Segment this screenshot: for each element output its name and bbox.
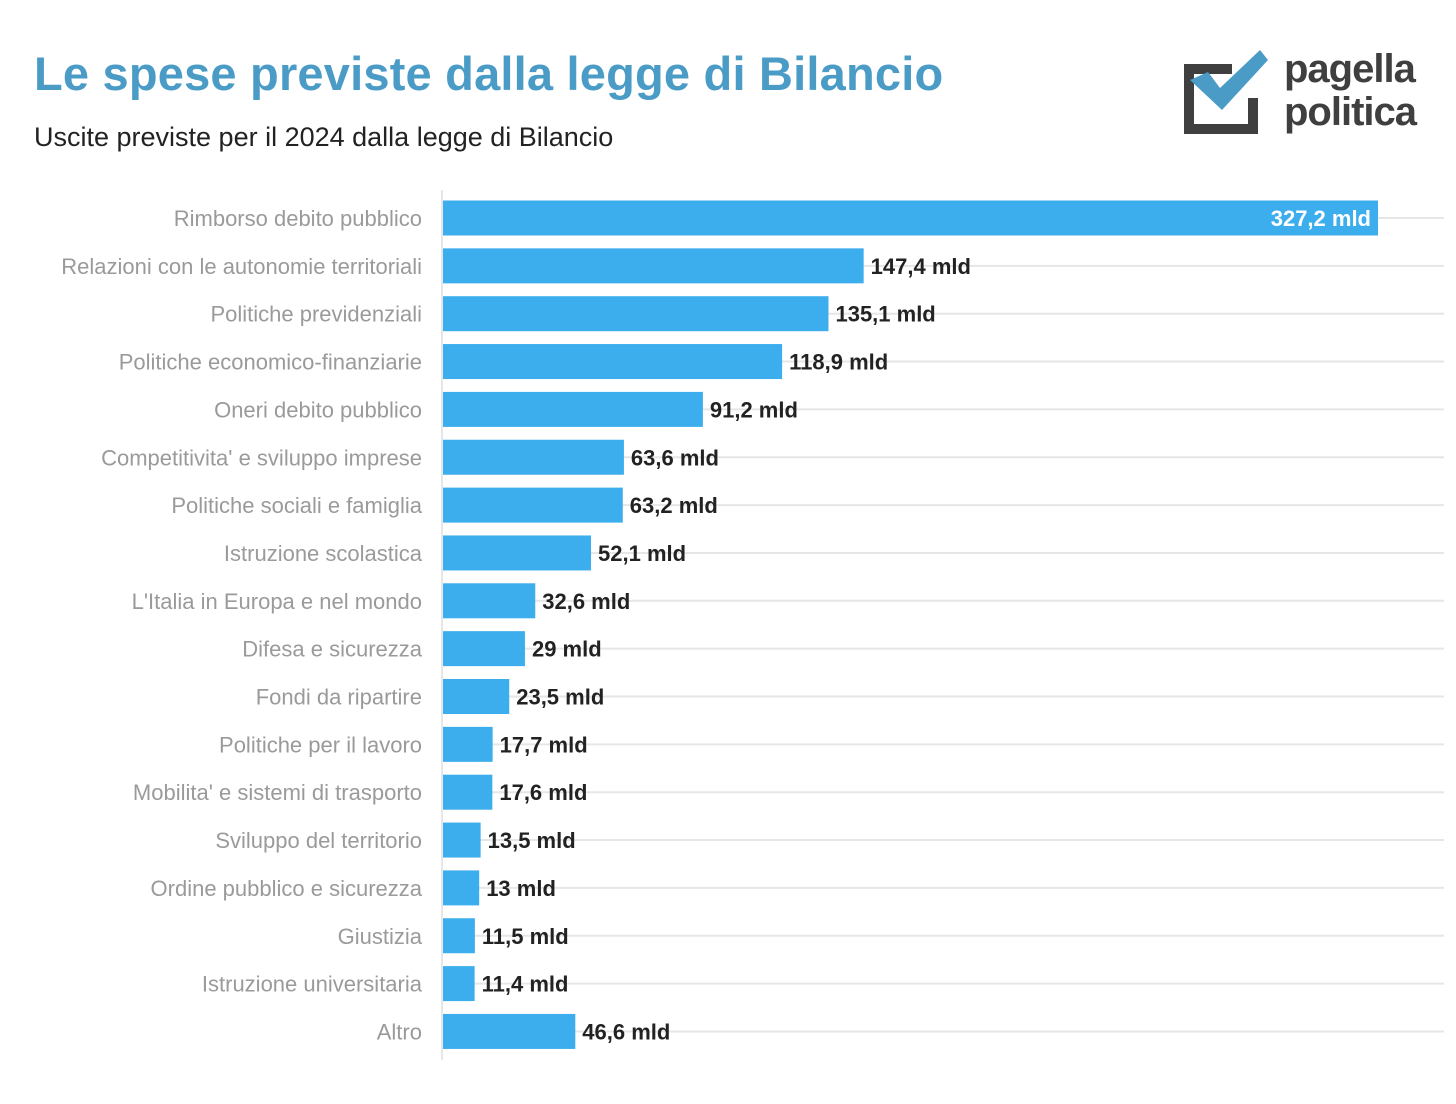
- category-label: Giustizia: [338, 924, 423, 949]
- data-label: 63,2 mld: [630, 493, 718, 518]
- checkbox-check-icon: [1184, 50, 1268, 134]
- category-label: Politiche sociali e famiglia: [171, 493, 422, 518]
- category-label: Politiche per il lavoro: [219, 732, 422, 757]
- category-label: Difesa e sicurezza: [242, 637, 423, 662]
- bar: [442, 248, 864, 284]
- bar: [442, 296, 829, 332]
- bar: [442, 487, 623, 523]
- category-label: Ordine pubblico e sicurezza: [151, 876, 423, 901]
- bar: [442, 583, 536, 619]
- bar: [442, 679, 510, 714]
- logo-line-1: pagella: [1284, 47, 1416, 91]
- data-label: 46,6 mld: [582, 1019, 670, 1044]
- bar: [442, 1013, 576, 1049]
- category-label: Istruzione universitaria: [202, 972, 423, 997]
- bar: [442, 344, 783, 380]
- data-label: 13 mld: [486, 876, 556, 901]
- bar: [442, 726, 493, 762]
- data-label: 91,2 mld: [710, 397, 798, 422]
- category-label: Fondi da ripartire: [256, 685, 422, 710]
- bar: [442, 966, 475, 1002]
- bar: [442, 870, 480, 906]
- category-label: Relazioni con le autonomie territoriali: [61, 254, 422, 279]
- data-label: 118,9 mld: [789, 350, 888, 375]
- category-label: Sviluppo del territorio: [215, 828, 422, 853]
- bar: [442, 439, 624, 475]
- bar: [442, 631, 525, 667]
- category-label: Altro: [377, 1019, 422, 1044]
- data-label: 13,5 mld: [488, 828, 576, 853]
- category-label: Istruzione scolastica: [224, 541, 423, 566]
- chart-title: Le spese previste dalla legge di Bilanci…: [34, 47, 944, 100]
- bar: [442, 822, 481, 858]
- category-label: Mobilita' e sistemi di trasporto: [133, 780, 422, 805]
- pagella-politica-logo: pagella politica: [1180, 44, 1440, 140]
- data-label: 23,5 mld: [516, 685, 604, 710]
- bar: [442, 918, 475, 954]
- data-label: 135,1 mld: [835, 302, 935, 327]
- bar: [442, 774, 493, 810]
- data-label: 52,1 mld: [598, 541, 686, 566]
- category-label: Rimborso debito pubblico: [174, 206, 422, 231]
- data-label: 29 mld: [532, 637, 602, 662]
- category-label: L'Italia in Europa e nel mondo: [132, 589, 422, 614]
- bar: [442, 391, 703, 427]
- logo-line-2: politica: [1284, 90, 1417, 134]
- chart-subtitle: Uscite previste per il 2024 dalla legge …: [34, 122, 614, 152]
- bar: [442, 200, 1378, 236]
- data-label: 11,5 mld: [482, 924, 569, 949]
- bar: [442, 535, 592, 571]
- bar-chart: Rimborso debito pubblico 327,2 mld Relazio…: [61, 190, 1444, 1060]
- data-label: 327,2 mld: [1271, 206, 1371, 231]
- logo-wordmark: pagella politica: [1284, 47, 1417, 134]
- data-label: 17,7 mld: [500, 732, 588, 757]
- category-label: Competitivita' e sviluppo imprese: [101, 445, 422, 470]
- data-label: 17,6 mld: [499, 780, 587, 805]
- data-label: 147,4 mld: [871, 254, 971, 279]
- data-label: 32,6 mld: [542, 589, 630, 614]
- category-label: Politiche economico-finanziarie: [119, 350, 422, 375]
- data-label: 11,4 mld: [482, 972, 569, 997]
- data-label: 63,6 mld: [631, 445, 719, 470]
- category-label: Politiche previdenziali: [210, 302, 422, 327]
- category-label: Oneri debito pubblico: [214, 397, 422, 422]
